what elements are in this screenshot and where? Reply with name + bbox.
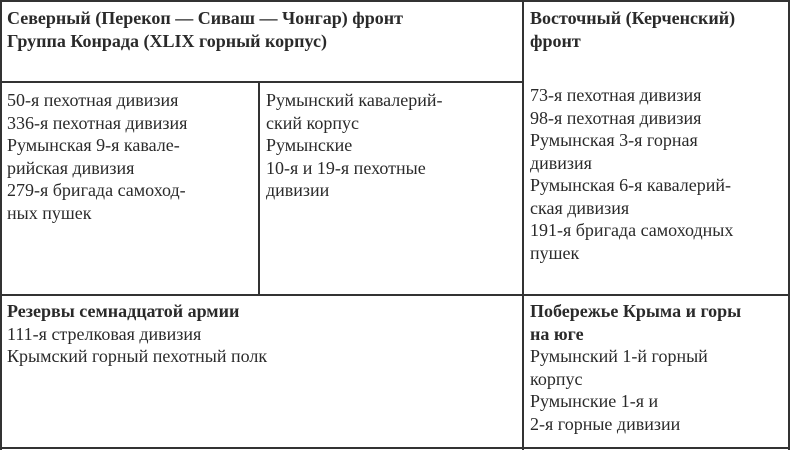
- list-item: Румынский кавалерий-: [266, 90, 443, 110]
- list-item: пушек: [530, 242, 580, 263]
- list-item: дивизия: [530, 152, 592, 173]
- list-item: 2-я горные дивизии: [530, 413, 681, 434]
- list-item: 191-я бригада самоходных: [530, 220, 734, 240]
- border-left: [0, 0, 2, 450]
- list-item: 98-я пехотная дивизия: [530, 107, 702, 128]
- list-item: Румынская 3-я горная: [530, 130, 698, 150]
- list-item: ская дивизия: [530, 197, 630, 218]
- north-col1-list: 50-я пехотная дивизия 336-я пехотная див…: [7, 89, 252, 224]
- reserves-header: Резервы семнадцатой армии: [7, 301, 240, 321]
- list-item: дивизии: [266, 180, 330, 200]
- list-item: 336-я пехотная дивизия: [7, 112, 188, 133]
- north-front-header: Северный (Перекоп — Сиваш — Чонгар) фрон…: [7, 7, 515, 52]
- border-bottom: [0, 447, 790, 449]
- divider-row2: [0, 294, 790, 296]
- list-item: 10-я и 19-я пехотные: [266, 157, 426, 178]
- list-item: 111-я стрелковая дивизия: [7, 323, 202, 344]
- east-front-header: Восточный (Керченский) фронт: [530, 7, 782, 52]
- list-item: ных пушек: [7, 202, 92, 223]
- list-item: Румынская 6-я кавалерий-: [530, 175, 731, 195]
- list-item: 50-я пехотная дивизия: [7, 90, 179, 110]
- list-item: 73-я пехотная дивизия: [530, 85, 702, 105]
- list-item: Крымский горный пехотный полк: [7, 346, 268, 366]
- list-item: Румынские: [266, 135, 353, 155]
- coast-header: Побережье Крыма и горы: [530, 301, 742, 321]
- list-item: ский корпус: [266, 112, 359, 133]
- east-front-list: 73-я пехотная дивизия 98-я пехотная диви…: [530, 84, 784, 264]
- divider-north-cols: [258, 82, 260, 295]
- header-line: Северный (Перекоп — Сиваш — Чонгар) фрон…: [7, 8, 403, 28]
- north-col2-list: Румынский кавалерий- ский корпус Румынск…: [266, 89, 516, 202]
- coast-cell: Побережье Крыма и горы на юге Румынский …: [530, 300, 784, 435]
- reserves-cell: Резервы семнадцатой армии 111-я стрелков…: [7, 300, 515, 368]
- divider-north-header: [0, 81, 523, 83]
- divider-east: [522, 0, 524, 450]
- list-item: Румынские 1-я и: [530, 391, 659, 411]
- list-item: Румынская 9-я кавале-: [7, 135, 180, 155]
- list-item: рийская дивизия: [7, 157, 135, 178]
- list-item: 279-я бригада самоход-: [7, 180, 186, 200]
- list-item: корпус: [530, 368, 583, 389]
- header-line: Группа Конрада (XLIX горный корпус): [7, 30, 327, 51]
- border-top: [0, 0, 790, 2]
- coast-header: на юге: [530, 323, 584, 344]
- border-right: [788, 0, 790, 450]
- header-line: Восточный (Керченский): [530, 8, 736, 28]
- list-item: Румынский 1-й горный: [530, 346, 708, 366]
- header-line: фронт: [530, 30, 581, 51]
